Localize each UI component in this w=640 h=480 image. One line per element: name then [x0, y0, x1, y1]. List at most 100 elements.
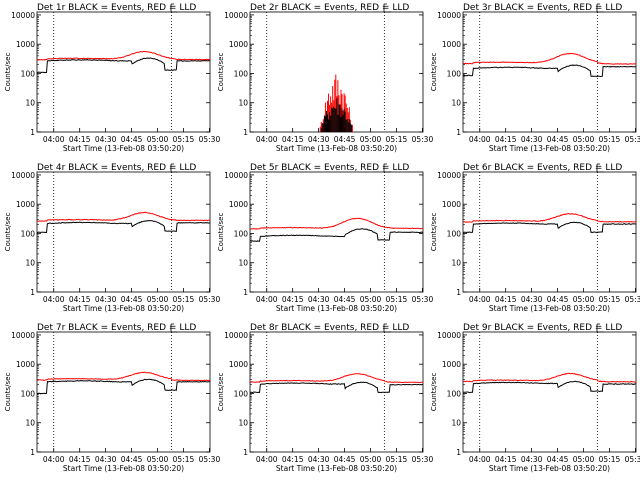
lld-series-line	[36, 211, 210, 222]
y-tick-label: 1000	[16, 200, 35, 209]
x-tick-label: 04:15	[282, 135, 304, 144]
detector-panel-7: Det 7r BLACK = Events, RED = LLD 1 10 100 10…	[0, 320, 220, 480]
detector-panel-4: Det 4r BLACK = Events, RED = LLD 1 10 100 10…	[0, 160, 220, 320]
x-tick-label: 04:15	[69, 455, 91, 464]
detector-chart-9: Det 9r BLACK = Events, RED = LLD 1 10 100 10…	[430, 323, 640, 473]
y-tick-label: 1000	[442, 40, 461, 49]
x-tick-label: 05:00	[360, 295, 382, 304]
y-tick-label: 10000	[11, 171, 35, 180]
y-tick-label: 1	[243, 448, 248, 457]
x-tick-label: 05:00	[147, 455, 169, 464]
y-tick-label: 10000	[437, 11, 461, 20]
chart-title: Det 6r BLACK = Events, RED = LLD	[463, 163, 622, 173]
x-tick-label: 05:30	[412, 455, 434, 464]
lld-series-line	[249, 373, 424, 384]
events-series-line	[36, 57, 210, 74]
x-tick-label: 05:00	[360, 455, 382, 464]
x-tick-label: 05:15	[386, 455, 408, 464]
y-tick-label: 1000	[229, 360, 248, 369]
lld-series-line	[36, 50, 211, 61]
x-tick-label: 05:30	[625, 135, 640, 144]
x-tick-label: 04:30	[95, 295, 117, 304]
plot-frame	[249, 331, 424, 453]
y-tick-label: 100	[234, 229, 249, 238]
x-tick-label: 05:30	[199, 295, 221, 304]
y-tick-label: 1	[456, 448, 461, 457]
x-axis-label: Start Time (13-Feb-08 03:50:20)	[276, 144, 397, 153]
x-tick-label: 05:00	[573, 455, 595, 464]
events-series-line	[36, 219, 211, 234]
y-tick-label: 1	[30, 448, 35, 457]
plot-frame	[462, 331, 637, 453]
y-tick-label: 100	[21, 389, 36, 398]
x-tick-label: 05:15	[173, 455, 195, 464]
y-tick-label: 1	[243, 288, 248, 297]
x-tick-label: 05:30	[625, 455, 640, 464]
detector-chart-8: Det 8r BLACK = Events, RED = LLD 1 10 100 10…	[217, 323, 433, 473]
x-tick-label: 04:30	[308, 455, 330, 464]
x-tick-label: 05:15	[599, 295, 621, 304]
x-tick-label: 05:15	[386, 295, 408, 304]
events-series-line	[36, 378, 211, 395]
x-tick-label: 04:30	[95, 455, 117, 464]
y-tick-label: 100	[234, 389, 249, 398]
x-tick-label: 04:45	[547, 455, 569, 464]
x-tick-label: 05:00	[147, 295, 169, 304]
x-tick-label: 04:30	[521, 295, 543, 304]
y-tick-label: 1	[456, 128, 461, 137]
y-tick-label: 10	[25, 259, 35, 268]
x-tick-label: 04:45	[121, 135, 143, 144]
y-tick-label: 100	[447, 69, 462, 78]
y-tick-label: 1000	[229, 200, 248, 209]
events-series-line	[462, 380, 637, 394]
y-axis-label: Counts/sec	[430, 213, 438, 252]
x-tick-label: 05:30	[412, 295, 434, 304]
y-tick-label: 100	[21, 69, 36, 78]
detector-chart-7: Det 7r BLACK = Events, RED = LLD 1 10 100 10…	[4, 323, 220, 473]
detector-panel-2: Det 2r BLACK = Events, RED = LLD 1 10 100 10…	[213, 0, 433, 160]
x-tick-label: 04:00	[43, 455, 65, 464]
y-tick-label: 100	[234, 69, 249, 78]
x-axis-label: Start Time (13-Feb-08 03:50:20)	[63, 464, 184, 473]
y-tick-label: 10000	[11, 331, 35, 340]
events-series-line	[250, 228, 424, 242]
x-tick-label: 04:30	[521, 455, 543, 464]
x-tick-label: 04:00	[469, 135, 491, 144]
y-axis-label: Counts/sec	[217, 53, 225, 92]
y-tick-label: 10	[25, 99, 35, 108]
x-tick-label: 04:45	[121, 295, 143, 304]
y-tick-label: 10000	[224, 171, 248, 180]
y-tick-label: 10000	[437, 171, 461, 180]
y-axis-label: Counts/sec	[430, 373, 438, 412]
x-tick-label: 04:45	[334, 455, 356, 464]
y-tick-label: 1	[456, 288, 461, 297]
x-tick-label: 04:00	[256, 135, 278, 144]
x-tick-label: 05:15	[173, 135, 195, 144]
y-tick-label: 1000	[442, 360, 461, 369]
y-tick-label: 10	[451, 419, 461, 428]
y-axis-label: Counts/sec	[217, 373, 225, 412]
x-axis-label: Start Time (13-Feb-08 03:50:20)	[489, 144, 610, 153]
detector-panel-8: Det 8r BLACK = Events, RED = LLD 1 10 100 10…	[213, 320, 433, 480]
y-tick-label: 10	[238, 419, 248, 428]
x-tick-label: 04:30	[95, 135, 117, 144]
y-tick-label: 10	[25, 419, 35, 428]
x-tick-label: 04:00	[469, 295, 491, 304]
y-tick-label: 10	[238, 259, 248, 268]
events-series-line	[462, 221, 637, 234]
y-axis-label: Counts/sec	[4, 213, 12, 252]
y-tick-label: 1000	[16, 360, 35, 369]
y-tick-label: 100	[447, 229, 462, 238]
x-tick-label: 05:15	[599, 455, 621, 464]
lld-series-line	[462, 372, 636, 383]
chart-title: Det 8r BLACK = Events, RED = LLD	[250, 323, 409, 333]
x-tick-label: 04:15	[69, 295, 91, 304]
y-tick-label: 1000	[442, 200, 461, 209]
y-tick-label: 10000	[224, 11, 248, 20]
detector-chart-1: Det 1r BLACK = Events, RED = LLD 1 10 100 10…	[4, 3, 220, 153]
events-series-line	[249, 381, 424, 394]
y-tick-label: 1000	[229, 40, 248, 49]
x-tick-label: 05:15	[386, 135, 408, 144]
y-tick-label: 1	[30, 288, 35, 297]
x-tick-label: 04:45	[334, 295, 356, 304]
